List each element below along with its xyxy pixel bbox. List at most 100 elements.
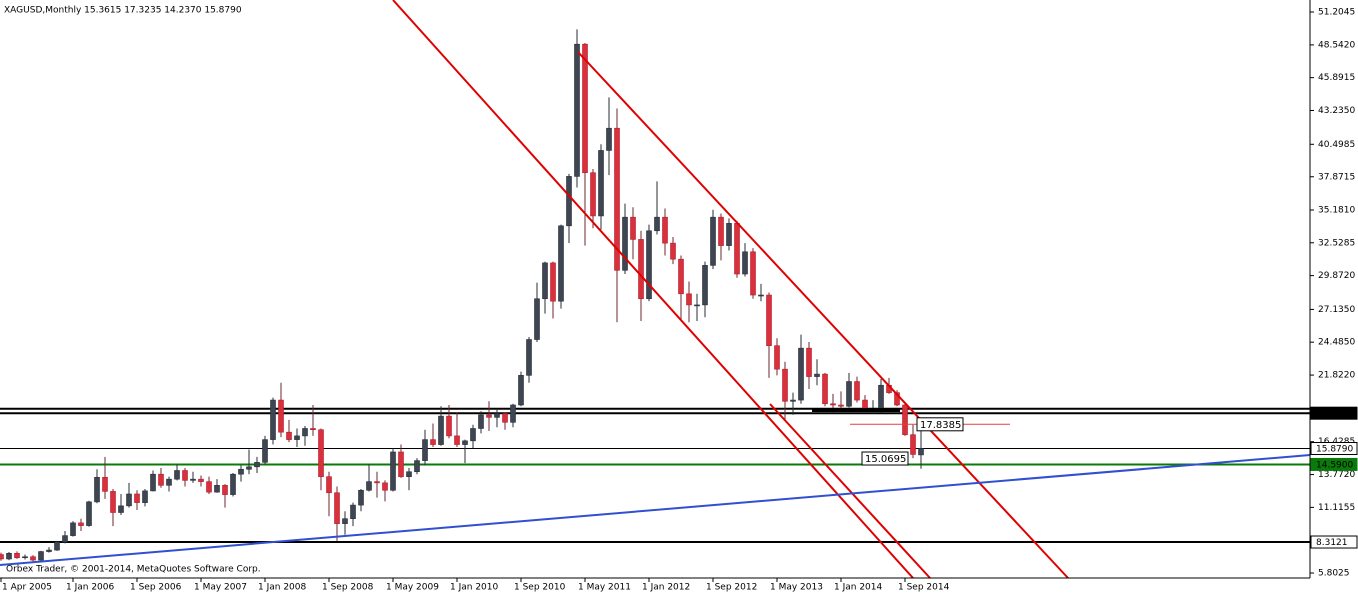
candle-body [222,485,228,495]
candle-body [190,478,196,481]
candle-body [350,504,356,519]
candle-body [390,451,396,491]
candle-body [758,294,764,297]
candle-body [518,375,524,406]
candle-body [14,552,20,559]
y-tick-label: 40.4985 [1318,140,1355,150]
candle-body [302,428,308,437]
x-tick-label: 1 Sep 2014 [898,583,950,593]
candle-body [598,150,604,217]
candle-body [630,216,636,240]
candle-body [6,552,12,560]
candle-body [0,554,4,560]
candle-body [590,172,596,217]
candle-body [742,251,748,275]
y-tick-label: 24.4850 [1318,338,1355,348]
candle-body [446,415,452,437]
candle-body [142,490,148,503]
candle-body [646,230,652,300]
annotation-box [916,417,964,432]
candle-body [198,478,204,482]
x-tick-label: 1 Sep 2006 [130,583,182,593]
annotation-box [861,451,909,466]
candle-body [166,478,172,486]
candle-body [638,239,644,300]
candle-body [454,435,460,445]
channel-line [769,403,931,579]
candle-body [806,347,812,377]
candle-body [174,470,180,480]
candle-body [374,481,380,484]
candle-body [766,294,772,346]
candle-body [382,482,388,491]
y-tick-label: 5.8025 [1318,569,1350,579]
candle-body [270,399,276,440]
candle-body [678,258,684,295]
x-tick-label: 1 Jan 2014 [834,583,882,593]
candle-body [862,399,868,410]
candle-body [822,373,828,405]
candle-body [574,43,580,177]
candle-body [278,399,284,433]
candle-body [542,262,548,300]
candle-body [654,216,660,232]
candle-body [726,223,732,246]
x-tick-label: 1 Jan 2010 [450,583,498,593]
candle-body [846,381,852,407]
levels [0,407,1310,544]
level-label-box [1310,457,1358,471]
candle-body [526,339,532,376]
x-tick-label: 1 Jan 2006 [66,583,114,593]
x-tick-label: 1 Jan 2012 [642,583,690,593]
candle-body [342,518,348,524]
candle-body [718,216,724,246]
candle-body [62,535,68,543]
candle-body [134,493,140,503]
candle-body [78,522,84,526]
candle-body [206,481,212,493]
candle-body [606,127,612,151]
candle-body [918,448,924,456]
y-tick-label: 35.1810 [1318,206,1355,216]
candle-body [334,492,340,524]
candle-body [470,428,476,442]
y-tick-label: 37.8715 [1318,172,1355,182]
y-tick-label: 32.5285 [1318,238,1355,248]
candle-body [478,414,484,429]
candle-body [438,415,444,445]
candle-body [486,414,492,418]
trend-line [0,454,1311,566]
copyright: Orbex Trader, © 2001-2014, MetaQuotes So… [6,565,261,575]
x-tick-label: 1 Apr 2005 [2,583,52,593]
candle-body [566,176,572,227]
candle-body [830,403,836,406]
x-tick-label: 1 Jan 2008 [258,583,306,593]
candle-body [494,413,500,418]
x-tick-label: 1 May 2013 [770,583,823,593]
candle-body [686,293,692,306]
candle-body [110,491,116,513]
candle-body [790,399,796,402]
candle-body [502,413,508,423]
x-tick-label: 1 May 2007 [194,583,247,593]
candle-body [406,471,412,477]
candle-body [550,262,556,302]
level-label-box [1310,442,1358,456]
y-tick-label: 45.8915 [1318,73,1355,83]
candle-body [126,493,132,507]
candle-body [670,242,676,260]
candle-body [750,251,756,296]
candle-body [294,435,300,440]
level-label: 14.5900 [1316,460,1353,470]
x-tick-label: 1 May 2009 [386,583,439,593]
candle-body [230,473,236,495]
candle-body [534,298,540,340]
candle-body [38,551,44,561]
candle-body [782,368,788,402]
level-label: 8.3121 [1316,538,1348,548]
y-tick-label: 48.5420 [1318,40,1355,50]
channel-line [392,0,914,579]
channel-line [577,51,1069,579]
candle-body [774,345,780,370]
